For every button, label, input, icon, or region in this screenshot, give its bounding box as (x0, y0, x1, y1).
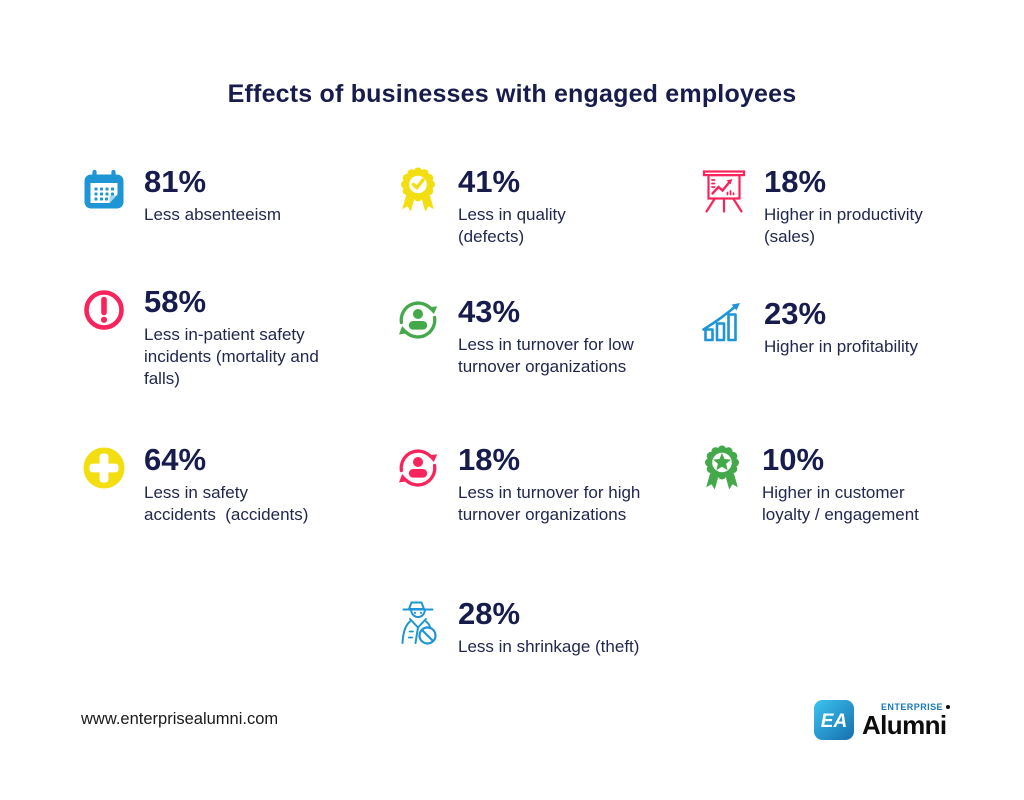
stat-value: 81% (144, 164, 207, 199)
award-check-icon (394, 166, 442, 214)
website-url: www.enterprisealumni.com (81, 710, 279, 728)
stat-safety-accidents: 64% Less in safety accidents (accidents) (80, 442, 380, 526)
award-star-icon (698, 444, 746, 492)
stat-label: Higher in customer loyalty / engagement (762, 482, 919, 524)
stat-value: 41% (458, 164, 521, 199)
stat-value: 58% (144, 284, 207, 319)
stat-patient-safety: 58% Less in-patient safety incidents (mo… (80, 284, 380, 390)
brand-dot-icon (945, 704, 950, 710)
stat-label: Higher in productivity (sales) (764, 204, 923, 246)
stat-absenteeism: 81% Less absenteeism (80, 164, 380, 226)
employee-turnover-icon (394, 444, 442, 492)
stat-value: 18% (764, 164, 827, 199)
stat-profitability: 23% Higher in profitability (700, 296, 1000, 358)
stat-label: Higher in profitability (764, 336, 919, 356)
stat-label: Less absenteeism (144, 204, 282, 224)
stat-customer-loyalty: 10% Higher in customer loyalty / engagem… (698, 442, 998, 526)
thief-icon (394, 598, 442, 646)
logo-wordmark: ENTERPRISE Alumni (862, 699, 950, 741)
calendar-icon (80, 166, 128, 214)
growth-bars-icon (700, 298, 748, 346)
stat-value: 28% (458, 596, 521, 631)
stat-value: 64% (144, 442, 207, 477)
stat-label: Less in shrinkage (theft) (458, 636, 640, 656)
stat-productivity: 18% Higher in productivity (sales) (700, 164, 1000, 248)
stat-shrinkage: 28% Less in shrinkage (theft) (394, 596, 694, 658)
stat-label: Less in turnover for high turnover organ… (458, 482, 641, 524)
stat-value: 10% (762, 442, 825, 477)
stat-quality: 41% Less in quality (defects) (394, 164, 694, 248)
alert-circle-icon (80, 286, 128, 334)
ea-monogram-icon: EA (814, 700, 854, 740)
enterprise-alumni-logo: EA ENTERPRISE Alumni (814, 699, 950, 741)
stat-label: Less in quality (defects) (458, 204, 566, 246)
page-title: Effects of businesses with engaged emplo… (227, 80, 797, 108)
presentation-chart-icon (700, 166, 748, 214)
brand-alumni: Alumni (862, 710, 947, 740)
stat-label: Less in safety accidents (accidents) (144, 482, 309, 524)
stat-value: 43% (458, 294, 521, 329)
employee-turnover-icon (394, 296, 442, 344)
stat-turnover-high: 18% Less in turnover for high turnover o… (394, 442, 694, 526)
brand-enterprise: ENTERPRISE (881, 702, 950, 712)
stat-label: Less in turnover for low turnover organi… (458, 334, 634, 376)
stat-label: Less in-patient safety incidents (mortal… (144, 324, 319, 388)
stat-value: 18% (458, 442, 521, 477)
svg-text:EA: EA (821, 711, 847, 732)
stat-turnover-low: 43% Less in turnover for low turnover or… (394, 294, 694, 378)
stat-value: 23% (764, 296, 827, 331)
medical-plus-icon (80, 444, 128, 492)
brand-enterprise-text: ENTERPRISE (880, 702, 943, 712)
